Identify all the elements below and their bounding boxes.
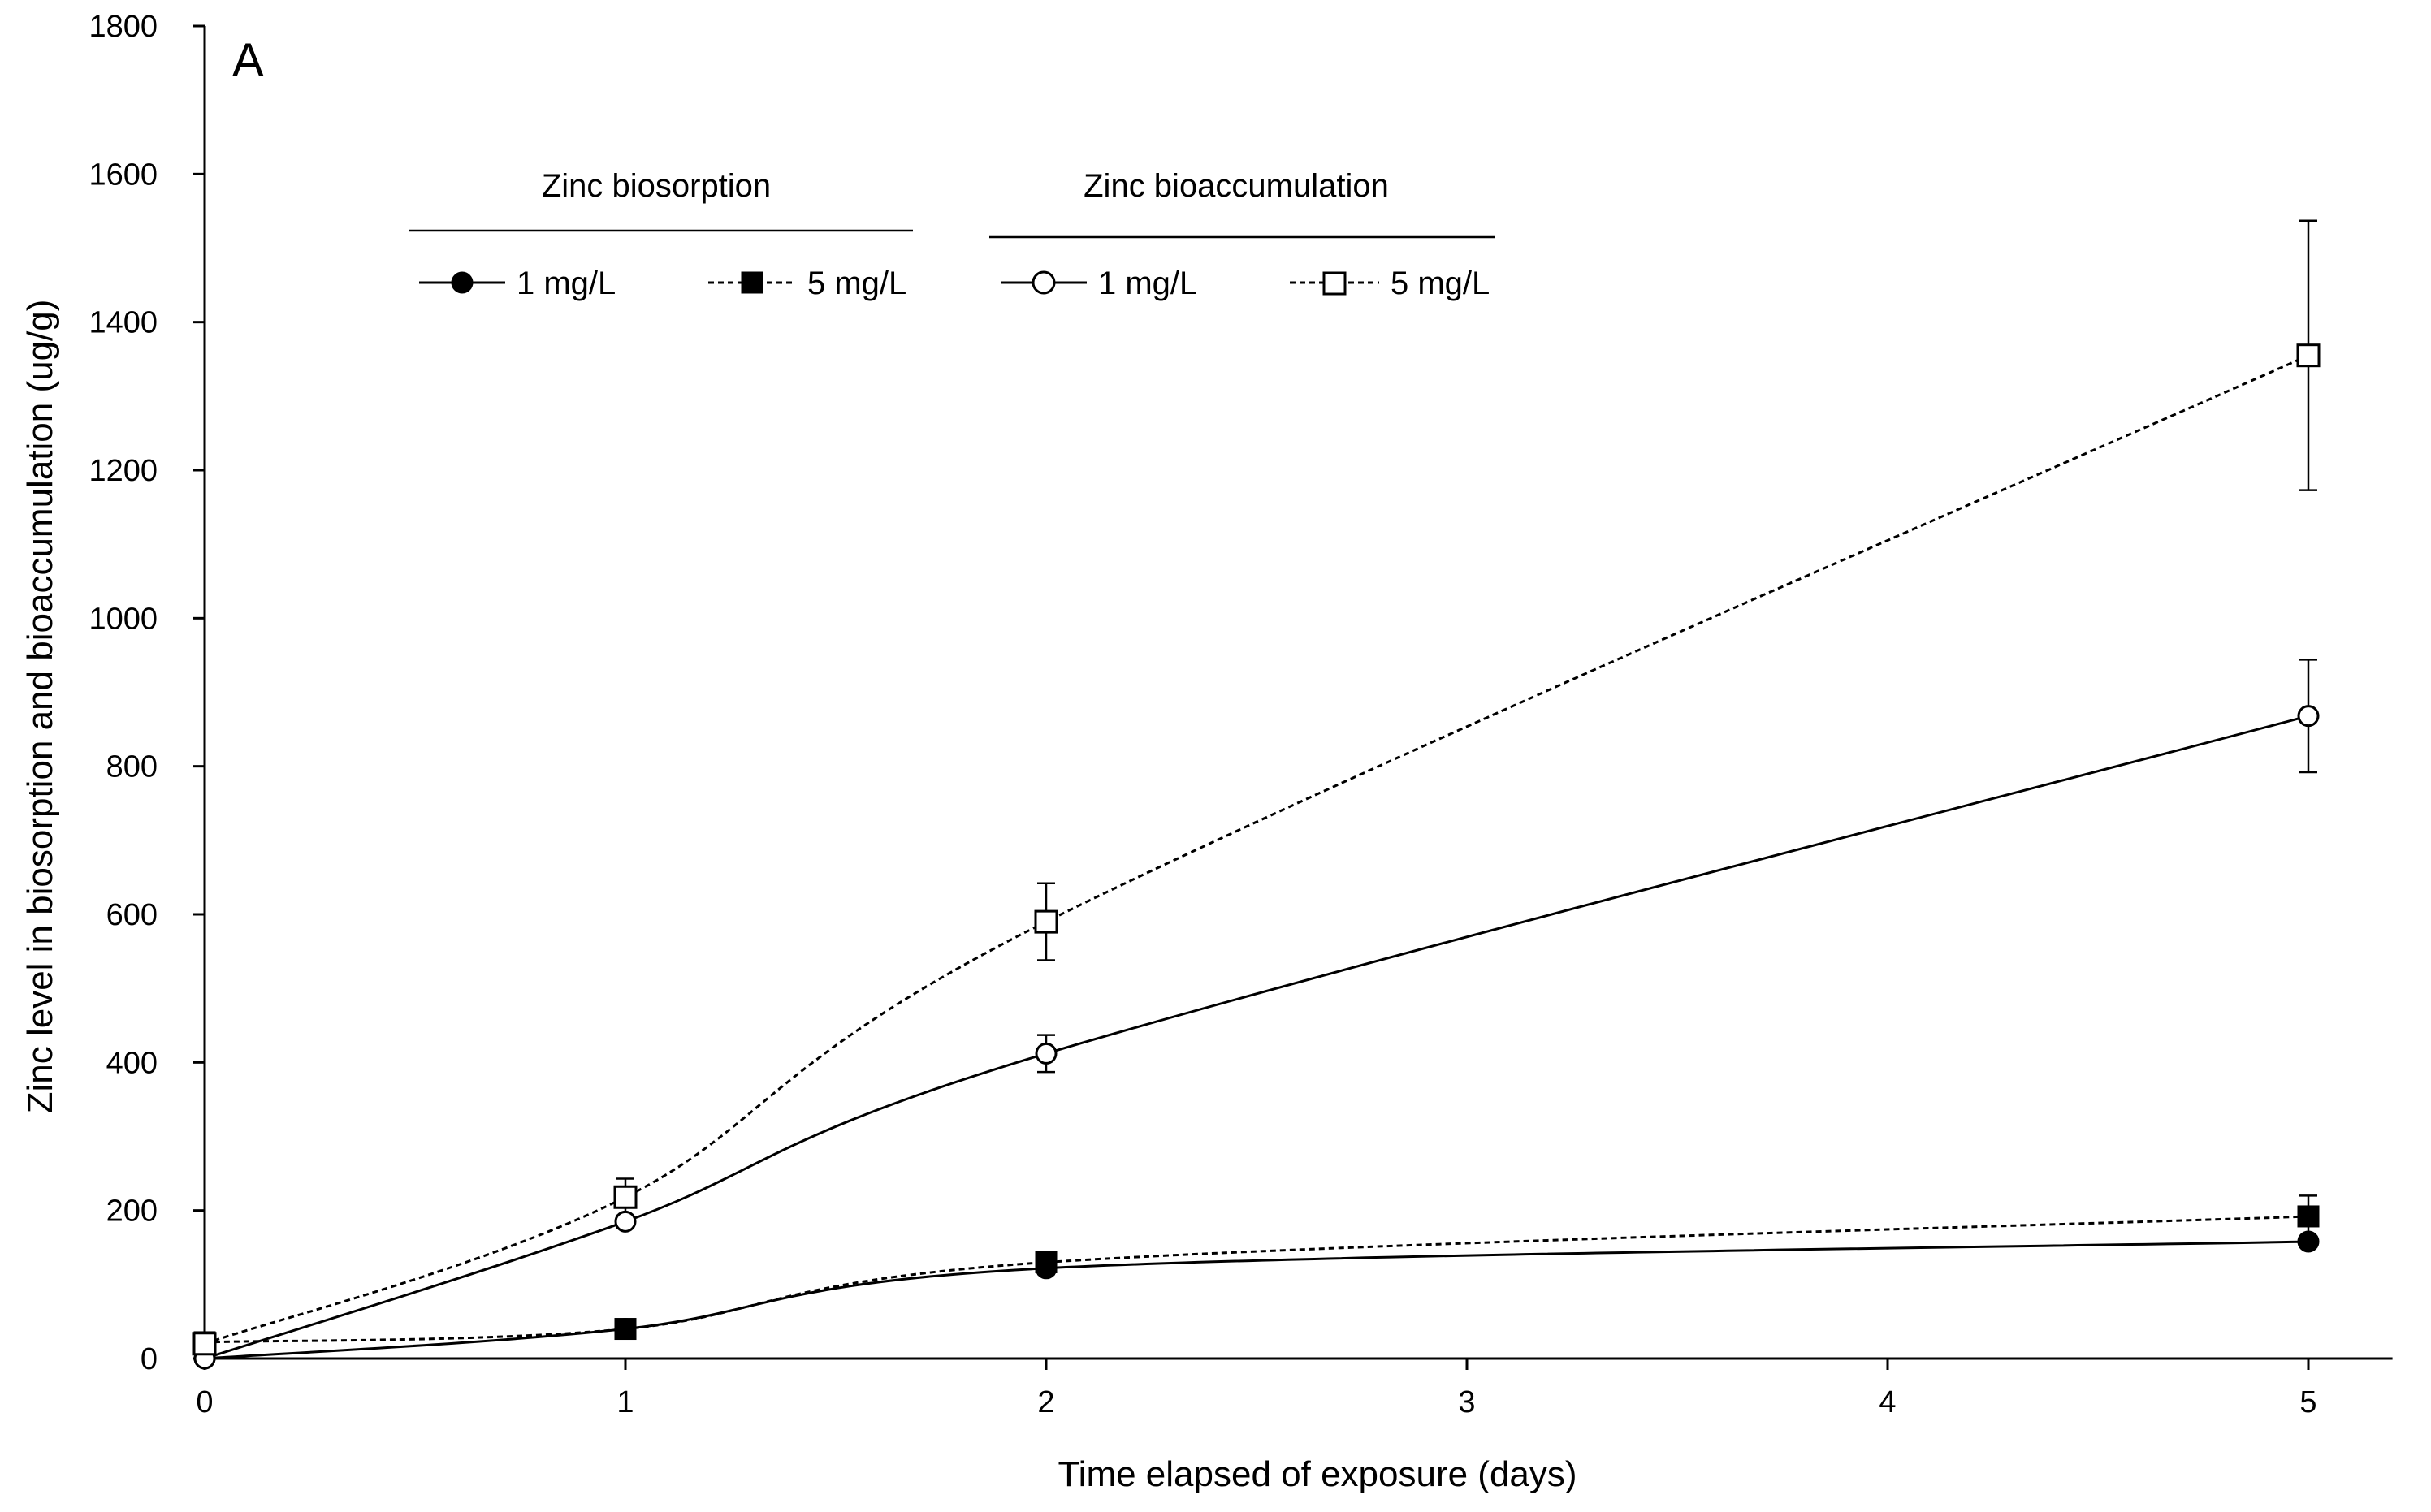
- y-tick-label: 1200: [89, 454, 158, 488]
- y-tick-label: 1400: [89, 306, 158, 340]
- legend-group-title-biosorption: Zinc biosorption: [542, 168, 771, 204]
- legend-label-biosorption-1mg: 1 mg/L: [517, 266, 616, 301]
- x-tick-label: 2: [1037, 1385, 1054, 1419]
- legend-group-title-bioaccumulation: Zinc bioaccumulation: [1084, 168, 1389, 204]
- data-point-circle: [1035, 1042, 1058, 1065]
- y-tick-label: 400: [106, 1046, 158, 1080]
- data-point-circle: [2297, 705, 2320, 728]
- x-axis-title: Time elapsed of exposure (days): [1058, 1454, 1577, 1494]
- series-line-1: [204, 1215, 2309, 1344]
- legend-label-bioaccumulation-1mg: 1 mg/L: [1098, 266, 1197, 301]
- y-axis-ticks: 0 200 400 600 800 1000 1200 1400 1600 1800: [89, 10, 205, 1376]
- data-point-circle: [2297, 1230, 2320, 1253]
- y-tick-label: 1800: [89, 10, 158, 44]
- legend-marker-filled-circle: [451, 271, 474, 294]
- data-point-square: [613, 1185, 638, 1209]
- y-tick-label: 1600: [89, 158, 158, 192]
- legend-marker-open-circle: [1032, 270, 1056, 295]
- series-line-3: [204, 354, 2309, 1346]
- x-tick-label: 0: [196, 1385, 213, 1419]
- panel-label: A: [232, 34, 264, 87]
- y-tick-label: 200: [106, 1194, 158, 1229]
- legend: Zinc biosorption Zinc bioaccumulation 1 …: [409, 168, 1495, 301]
- legend-marker-filled-square: [741, 271, 763, 294]
- series-lines: [204, 354, 2309, 1360]
- x-tick-label: 4: [1879, 1385, 1896, 1419]
- x-axis-ticks: 0 1 2 3 4 5: [196, 1359, 2317, 1419]
- x-tick-label: 1: [616, 1385, 634, 1419]
- y-tick-label: 0: [141, 1342, 158, 1376]
- legend-label-bioaccumulation-5mg: 5 mg/L: [1391, 266, 1490, 301]
- legend-label-biosorption-5mg: 5 mg/L: [807, 266, 906, 301]
- data-points: [192, 343, 2321, 1370]
- y-tick-label: 1000: [89, 602, 158, 636]
- series-line-0: [204, 1240, 2309, 1360]
- error-bars: [616, 219, 2317, 1334]
- data-point-square: [2297, 1205, 2320, 1228]
- y-tick-label: 800: [106, 750, 158, 784]
- x-tick-label: 3: [1458, 1385, 1475, 1419]
- y-tick-label: 600: [106, 898, 158, 932]
- y-axis-title: Zinc level in biosorption and bioaccumul…: [20, 300, 60, 1114]
- data-point-square: [1035, 1251, 1058, 1273]
- x-tick-label: 5: [2299, 1385, 2316, 1419]
- axes: [203, 26, 2393, 1360]
- series-line-2: [204, 715, 2309, 1360]
- legend-marker-open-square: [1322, 271, 1347, 296]
- data-point-square: [1034, 909, 1058, 934]
- data-point-circle: [614, 1210, 637, 1233]
- data-point-square: [614, 1318, 637, 1341]
- data-point-square: [192, 1332, 217, 1356]
- data-point-square: [2296, 343, 2321, 368]
